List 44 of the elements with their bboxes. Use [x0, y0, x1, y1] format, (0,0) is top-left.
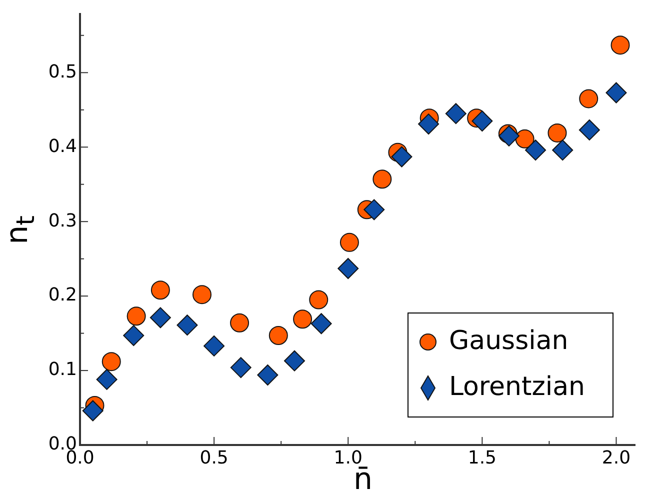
y-tick-label: 0.3	[48, 210, 77, 232]
point	[96, 368, 118, 390]
point	[418, 114, 440, 135]
point	[525, 140, 546, 161]
point	[126, 306, 146, 326]
x-tick-label: 2.0	[602, 447, 631, 468]
point	[552, 140, 574, 161]
point	[338, 258, 359, 279]
point	[150, 280, 170, 300]
legend-label: Lorentzian	[449, 372, 586, 402]
point	[257, 364, 278, 386]
point	[150, 307, 171, 328]
point	[230, 313, 250, 332]
point	[579, 89, 598, 108]
point	[102, 352, 121, 372]
point	[578, 119, 600, 140]
point	[310, 313, 332, 334]
legend-label: Gaussian	[449, 326, 568, 356]
point	[309, 290, 328, 310]
point	[230, 357, 252, 378]
y-tick-label: 0.4	[48, 136, 77, 157]
y-tick-label: 0.5	[48, 61, 77, 82]
x-tick-label: 0.5	[200, 447, 228, 468]
point	[472, 110, 493, 132]
x-tick-label: 1.5	[468, 447, 496, 468]
point	[82, 400, 104, 422]
point	[548, 123, 567, 142]
point	[391, 146, 412, 168]
point	[606, 82, 627, 104]
point	[204, 335, 225, 356]
point	[340, 232, 359, 252]
y-tick-label: 0.1	[48, 359, 77, 380]
point	[268, 326, 288, 346]
point	[610, 36, 630, 55]
point	[192, 285, 212, 304]
point	[372, 170, 392, 189]
point	[364, 199, 385, 220]
point	[445, 103, 466, 124]
point	[176, 314, 198, 336]
point	[515, 129, 534, 148]
point	[293, 310, 312, 329]
point	[123, 325, 144, 346]
y-tick-label: 0.2	[48, 284, 77, 306]
point	[284, 350, 305, 372]
